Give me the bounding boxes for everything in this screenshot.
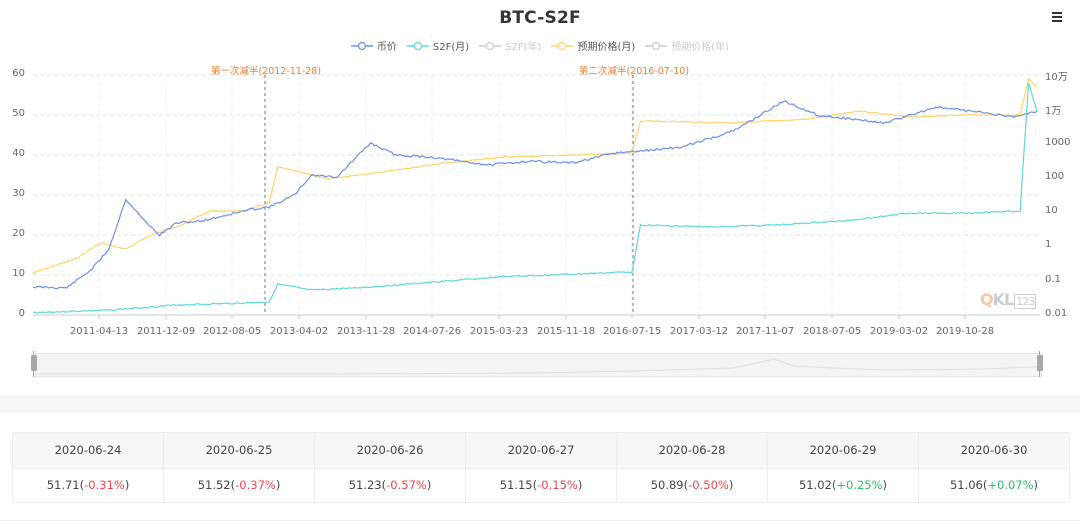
- table-cell: 51.02(+0.25%): [798, 478, 888, 492]
- x-axis-tick: 2017-11-07: [735, 326, 795, 337]
- change-percent: -0.15%: [537, 478, 578, 492]
- x-axis-tick: 2019-03-02: [869, 326, 929, 337]
- x-axis-tick: 2019-10-28: [935, 326, 995, 337]
- plot-area[interactable]: [0, 0, 1080, 392]
- x-axis-tick: 2015-03-23: [469, 326, 529, 337]
- table-header-date: 2020-06-24: [13, 433, 163, 469]
- table-cell: 51.71(-0.31%): [46, 478, 130, 492]
- x-axis-tick: 2011-12-09: [136, 326, 196, 337]
- legend-marker-icon: [350, 41, 373, 50]
- halving-label-1: 第一次减半(2012-11-28): [210, 66, 322, 77]
- table-column: 2020-06-25 51.52(-0.37%): [164, 433, 315, 502]
- change-percent: +0.07%: [987, 478, 1034, 492]
- change-percent: +0.25%: [836, 478, 883, 492]
- legend-marker-icon: [479, 41, 502, 50]
- s2f-value: 51.71: [46, 478, 80, 492]
- legend-label: S2F(年): [505, 42, 542, 53]
- data-zoom-slider[interactable]: [33, 353, 1042, 377]
- table-header-date: 2020-06-26: [315, 433, 465, 469]
- s2f-value: 51.52: [197, 478, 231, 492]
- qkl123-watermark: QKL 123: [980, 290, 1037, 309]
- legend-item-2[interactable]: S2F(年): [479, 38, 541, 53]
- x-axis-tick: 2016-07-15: [602, 326, 662, 337]
- x-axis-tick: 2013-04-02: [269, 326, 329, 337]
- change-percent: -0.37%: [235, 478, 276, 492]
- daily-s2f-table: 2020-06-24 51.71(-0.31%) 2020-06-25 51.52…: [12, 432, 1070, 503]
- legend: 币价 S2F(月) S2F(年) 预期价格(月) 预期价格(年): [0, 38, 1080, 53]
- s2f-value: 51.15: [499, 478, 533, 492]
- right-axis-tick: 0.01: [1045, 308, 1068, 319]
- table-column: 2020-06-30 51.06(+0.07%): [919, 433, 1069, 502]
- table-cell: 51.15(-0.15%): [499, 478, 583, 492]
- legend-label: S2F(月): [432, 42, 470, 53]
- legend-marker-icon: [645, 41, 668, 50]
- legend-marker-icon: [551, 41, 574, 50]
- zoom-preview: [34, 358, 1042, 375]
- table-header-date: 2020-06-25: [164, 433, 314, 469]
- right-axis-tick: 1万: [1045, 106, 1062, 118]
- legend-label: 币价: [376, 42, 397, 53]
- change-percent: -0.50%: [688, 478, 729, 492]
- x-axis-tick: 2013-11-28: [336, 326, 396, 337]
- x-axis-tick: 2015-11-18: [536, 326, 596, 337]
- zoom-handle-left[interactable]: [31, 351, 37, 377]
- legend-item-4[interactable]: 预期价格(年): [645, 38, 729, 53]
- left-axis-tick: 50: [12, 108, 25, 119]
- right-axis-tick: 100: [1045, 170, 1065, 182]
- s2f-value: 51.06: [949, 478, 983, 492]
- table-cell: 51.06(+0.07%): [949, 478, 1039, 492]
- legend-label: 预期价格(年): [671, 42, 730, 53]
- left-axis-tick: 10: [12, 268, 25, 279]
- table-column: 2020-06-27 51.15(-0.15%): [466, 433, 617, 502]
- x-axis-tick: 2017-03-12: [669, 326, 729, 337]
- change-percent: -0.31%: [84, 478, 125, 492]
- left-axis-tick: 30: [12, 188, 25, 199]
- section-divider: [0, 395, 1080, 413]
- left-axis-tick: 0: [18, 308, 25, 319]
- table-column: 2020-06-26 51.23(-0.57%): [315, 433, 466, 502]
- x-axis-tick: 2018-07-05: [802, 326, 862, 337]
- left-axis-tick: 60: [12, 68, 25, 79]
- table-header-date: 2020-06-27: [466, 433, 616, 469]
- x-axis-tick: 2011-04-13: [69, 326, 129, 337]
- right-axis-tick: 10万: [1045, 72, 1068, 83]
- legend-item-1[interactable]: S2F(月): [406, 38, 470, 53]
- table-column: 2020-06-24 51.71(-0.31%): [13, 433, 164, 502]
- left-axis-tick: 20: [12, 228, 25, 239]
- table-column: 2020-06-29 51.02(+0.25%): [768, 433, 919, 502]
- s2f-value: 51.02: [798, 478, 832, 492]
- table-column: 2020-06-28 50.89(-0.50%): [617, 433, 768, 502]
- legend-item-3[interactable]: 预期价格(月): [551, 38, 635, 53]
- s2f-chart: BTC-S2F 币价 S2F(月) S2F(年) 预期价格(月) 预期价格(年) 第一次…: [0, 0, 1080, 392]
- x-axis-tick: 2012-08-05: [202, 326, 262, 337]
- hamburger-icon[interactable]: [1052, 12, 1062, 22]
- table-cell: 50.89(-0.50%): [650, 478, 734, 492]
- table-cell: 51.52(-0.37%): [197, 478, 281, 492]
- right-axis-tick: 0.1: [1045, 273, 1061, 285]
- right-axis-tick: 10: [1045, 205, 1058, 217]
- right-axis-tick: 1000: [1045, 136, 1071, 148]
- table-header-date: 2020-06-28: [617, 433, 767, 469]
- right-axis-tick: 1: [1045, 239, 1052, 251]
- s2f-value: 51.23: [348, 478, 382, 492]
- left-axis-tick: 40: [12, 148, 25, 159]
- halving-label-2: 第二次减半(2016-07-10): [578, 66, 690, 77]
- legend-item-0[interactable]: 币价: [350, 38, 397, 53]
- table-header-date: 2020-06-30: [919, 433, 1069, 469]
- table-cell: 51.23(-0.57%): [348, 478, 432, 492]
- change-percent: -0.57%: [386, 478, 427, 492]
- zoom-handle-right[interactable]: [1037, 351, 1043, 377]
- table-header-date: 2020-06-29: [768, 433, 918, 469]
- legend-label: 预期价格(月): [577, 42, 636, 53]
- s2f-value: 50.89: [650, 478, 684, 492]
- x-axis-tick: 2014-07-26: [402, 326, 462, 337]
- chart-title: BTC-S2F: [499, 8, 581, 28]
- legend-marker-icon: [406, 41, 429, 50]
